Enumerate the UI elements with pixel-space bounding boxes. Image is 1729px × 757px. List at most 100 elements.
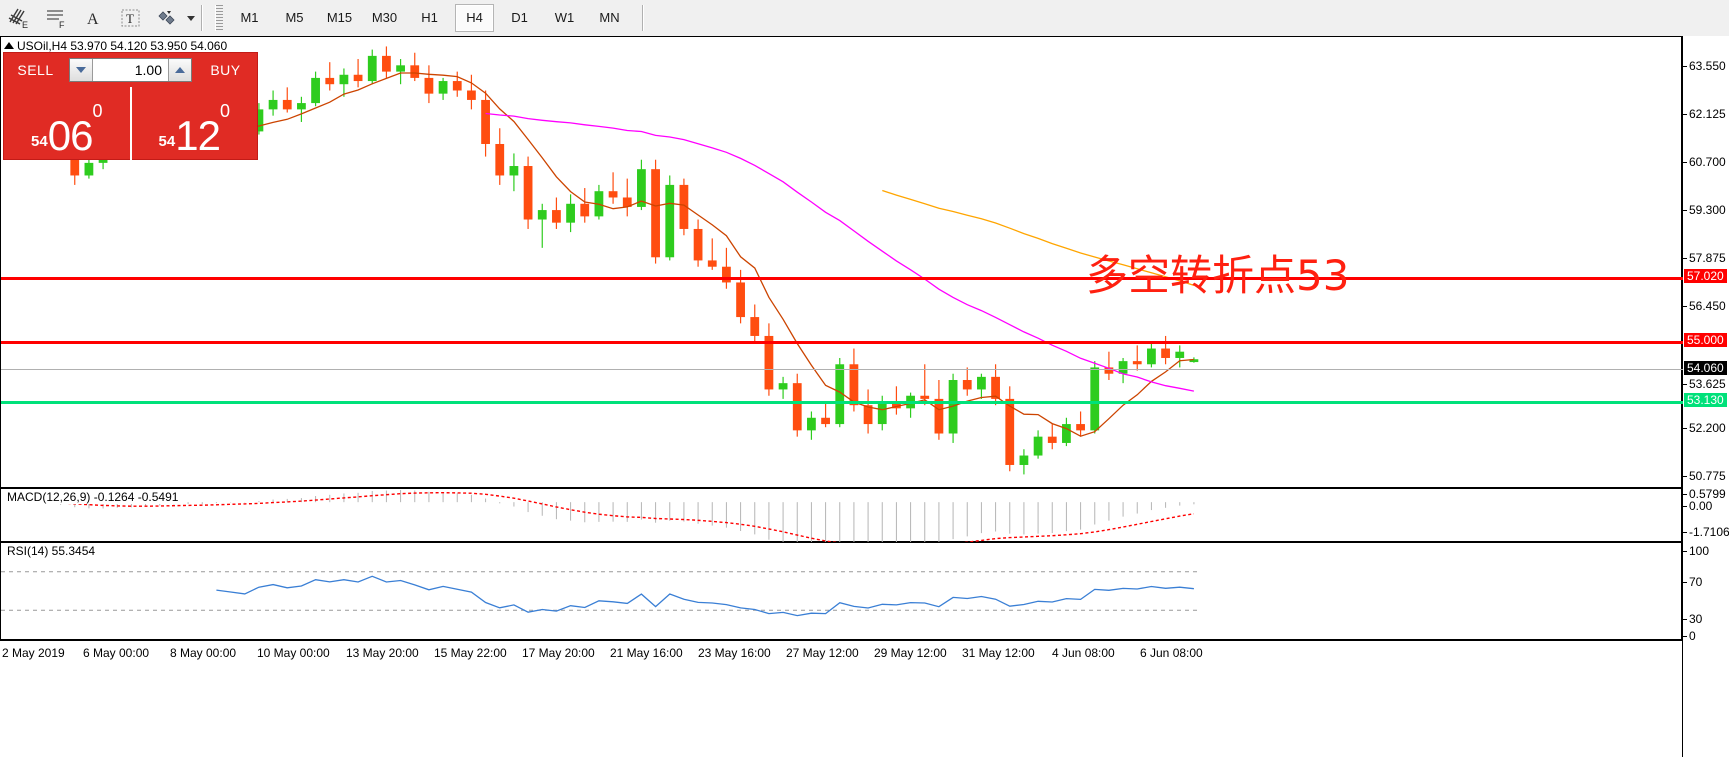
sell-button[interactable]: SELL xyxy=(4,53,67,87)
timeframe-button-mn[interactable]: MN xyxy=(599,10,620,25)
price-pane[interactable]: USOil,H4 53.970 54.120 53.950 54.060 多空转… xyxy=(0,36,1683,488)
time-label: 6 May 00:00 xyxy=(83,646,150,660)
level-line-57020 xyxy=(1,277,1683,280)
symbol-ohlc-label: USOil,H4 53.970 54.120 53.950 54.060 xyxy=(17,39,228,53)
svg-text:F: F xyxy=(59,20,65,30)
buy-price-prefix: 54 xyxy=(158,133,176,150)
svg-text:E: E xyxy=(22,20,28,30)
time-label: 4 Jun 08:00 xyxy=(1052,646,1115,660)
price-label-62125: 62.125 xyxy=(1689,107,1726,121)
axis-tick xyxy=(1683,428,1687,429)
macd-axis-label-000: 0.00 xyxy=(1689,499,1713,513)
price-axis[interactable]: 63.550 62.125 60.700 59.300 57.875 57.020 56.4… xyxy=(1682,36,1729,757)
toolbar-grip-handle[interactable] xyxy=(215,5,223,31)
volume-input[interactable]: 1.00 xyxy=(69,58,192,82)
price-label-63550: 63.550 xyxy=(1689,59,1726,73)
text-box-icon[interactable]: T xyxy=(114,3,148,33)
price-label-53130: 53.130 xyxy=(1684,393,1727,407)
price-label-59300: 59.300 xyxy=(1689,203,1726,217)
macd-label: MACD(12,26,9) -0.1264 -0.5491 xyxy=(5,490,181,504)
axis-tick xyxy=(1683,582,1687,583)
macd-pane[interactable]: MACD(12,26,9) -0.1264 -0.5491 xyxy=(0,488,1682,553)
macd-axis-label-17106: -1.7106 xyxy=(1689,525,1729,539)
chart-toolbar: E F A T xyxy=(0,0,1729,37)
axis-tick xyxy=(1683,114,1687,115)
trade-panel-top-row: SELL 1.00 BUY xyxy=(4,53,257,87)
chart-expand-icon[interactable] xyxy=(4,42,14,49)
sell-price-quote[interactable]: 54 06 0 xyxy=(4,87,130,160)
toolbar-separator-right xyxy=(642,5,644,31)
time-label: 27 May 12:00 xyxy=(786,646,859,660)
sell-price-prefix: 54 xyxy=(31,133,48,150)
macd-axis-label-05799: 0.5799 xyxy=(1689,487,1726,501)
axis-tick xyxy=(1683,636,1687,637)
timeframe-button-m5[interactable]: M5 xyxy=(285,10,304,25)
time-label: 8 May 00:00 xyxy=(170,646,237,660)
axis-tick xyxy=(1683,66,1687,67)
rsi-axis-label-100: 100 xyxy=(1689,544,1710,558)
toolbar-separator xyxy=(201,5,203,31)
price-label-57020: 57.020 xyxy=(1684,269,1727,283)
rsi-axis-label-70: 70 xyxy=(1689,575,1703,589)
volume-increment-button[interactable] xyxy=(168,59,191,81)
indicators-grid-icon[interactable]: F xyxy=(40,3,74,33)
chevron-down-icon[interactable] xyxy=(187,15,195,21)
time-label: 21 May 16:00 xyxy=(610,646,683,660)
sell-price-fraction: 0 xyxy=(92,101,103,121)
time-label: 15 May 22:00 xyxy=(434,646,507,660)
timeframe-button-d1[interactable]: D1 xyxy=(511,10,528,25)
buy-price-main: 12 xyxy=(175,112,221,159)
time-label: 29 May 12:00 xyxy=(874,646,947,660)
timeframe-button-m1[interactable]: M1 xyxy=(240,10,259,25)
price-label-56450: 56.450 xyxy=(1689,299,1726,313)
expert-advisor-icon[interactable]: E xyxy=(3,3,37,33)
current-price-line xyxy=(1,369,1683,370)
rsi-axis-label-0: 0 xyxy=(1689,629,1696,643)
price-label-60700: 60.700 xyxy=(1689,155,1726,169)
buy-price-quote[interactable]: 54 12 0 xyxy=(129,87,258,160)
price-label-57875: 57.875 xyxy=(1689,251,1726,265)
price-label-50775: 50.775 xyxy=(1689,469,1726,483)
sell-price-main: 06 xyxy=(47,112,94,159)
price-label-53625: 53.625 xyxy=(1689,377,1726,391)
rsi-axis-label-30: 30 xyxy=(1689,612,1703,626)
price-label-55000: 55.000 xyxy=(1684,333,1727,347)
timeframe-button-h4[interactable]: H4 xyxy=(455,4,494,32)
time-label: 13 May 20:00 xyxy=(346,646,419,660)
volume-decrement-button[interactable] xyxy=(70,59,93,81)
axis-tick xyxy=(1683,384,1687,385)
rsi-plot xyxy=(1,571,1201,617)
chart-area[interactable]: USOil,H4 53.970 54.120 53.950 54.060 多空转… xyxy=(0,36,1729,757)
timeframe-button-m30[interactable]: M30 xyxy=(371,10,398,25)
time-label: 31 May 12:00 xyxy=(962,646,1035,660)
volume-value[interactable]: 1.00 xyxy=(134,62,162,78)
time-label: 23 May 16:00 xyxy=(698,646,771,660)
timeframe-button-w1[interactable]: W1 xyxy=(554,10,575,25)
axis-tick xyxy=(1683,551,1687,552)
macd-plot xyxy=(18,490,1195,553)
axis-tick xyxy=(1683,494,1687,495)
time-label: 10 May 00:00 xyxy=(257,646,330,660)
timeframe-button-m15[interactable]: M15 xyxy=(326,10,353,25)
text-label-icon[interactable]: A xyxy=(77,3,111,33)
axis-tick xyxy=(1683,306,1687,307)
objects-icon[interactable] xyxy=(151,3,185,33)
buy-button[interactable]: BUY xyxy=(194,53,257,87)
level-line-53130 xyxy=(1,401,1683,404)
rsi-pane[interactable]: RSI(14) 55.3454 xyxy=(0,542,1682,640)
one-click-trading-panel[interactable]: SELL 1.00 BUY 54 06 0 54 12 0 xyxy=(3,52,258,160)
price-label-54060: 54.060 xyxy=(1684,361,1727,375)
axis-tick xyxy=(1683,210,1687,211)
axis-tick xyxy=(1683,619,1687,620)
time-axis[interactable]: 2 May 2019 6 May 00:00 8 May 00:00 10 May 0… xyxy=(0,640,1682,667)
time-label: 2 May 2019 xyxy=(2,646,65,660)
axis-tick xyxy=(1683,506,1687,507)
time-label: 6 Jun 08:00 xyxy=(1140,646,1203,660)
trade-panel-prices: 54 06 0 54 12 0 xyxy=(4,87,257,160)
svg-text:T: T xyxy=(126,11,134,26)
timeframe-button-h1[interactable]: H1 xyxy=(421,10,438,25)
level-line-55000 xyxy=(1,341,1683,344)
axis-tick xyxy=(1683,258,1687,259)
rsi-label: RSI(14) 55.3454 xyxy=(5,544,98,558)
price-label-52200: 52.200 xyxy=(1689,421,1726,435)
